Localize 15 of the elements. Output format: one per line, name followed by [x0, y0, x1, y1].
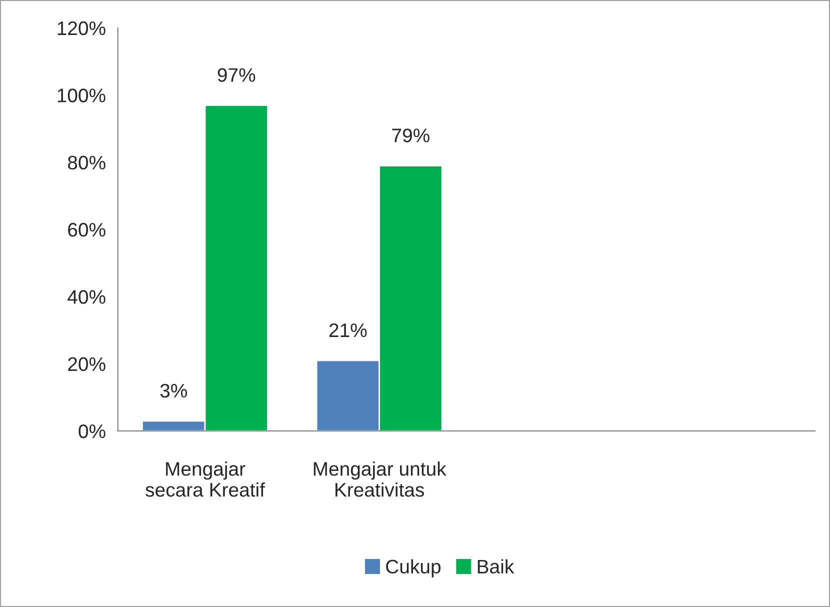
x-tick-label: Mengajar secara Kreatif — [146, 462, 266, 497]
data-label: 21% — [329, 323, 367, 338]
legend-label: Baik — [478, 559, 514, 574]
data-label: 97% — [218, 68, 256, 82]
y-tick-label: 120% — [58, 21, 106, 36]
legend-label: Cukup — [386, 559, 440, 578]
y-tick-label: 60% — [68, 222, 106, 237]
x-tick-label: Mengajar untuk Kreativitas — [314, 462, 446, 497]
y-tick-label: 100% — [58, 88, 106, 102]
data-label: 3% — [160, 384, 187, 398]
y-tick-label: 40% — [68, 290, 106, 304]
y-tick-label: 0% — [78, 424, 106, 438]
data-label: 79% — [392, 128, 430, 142]
y-tick-label: 80% — [68, 156, 106, 170]
y-tick-label: 20% — [68, 357, 106, 372]
